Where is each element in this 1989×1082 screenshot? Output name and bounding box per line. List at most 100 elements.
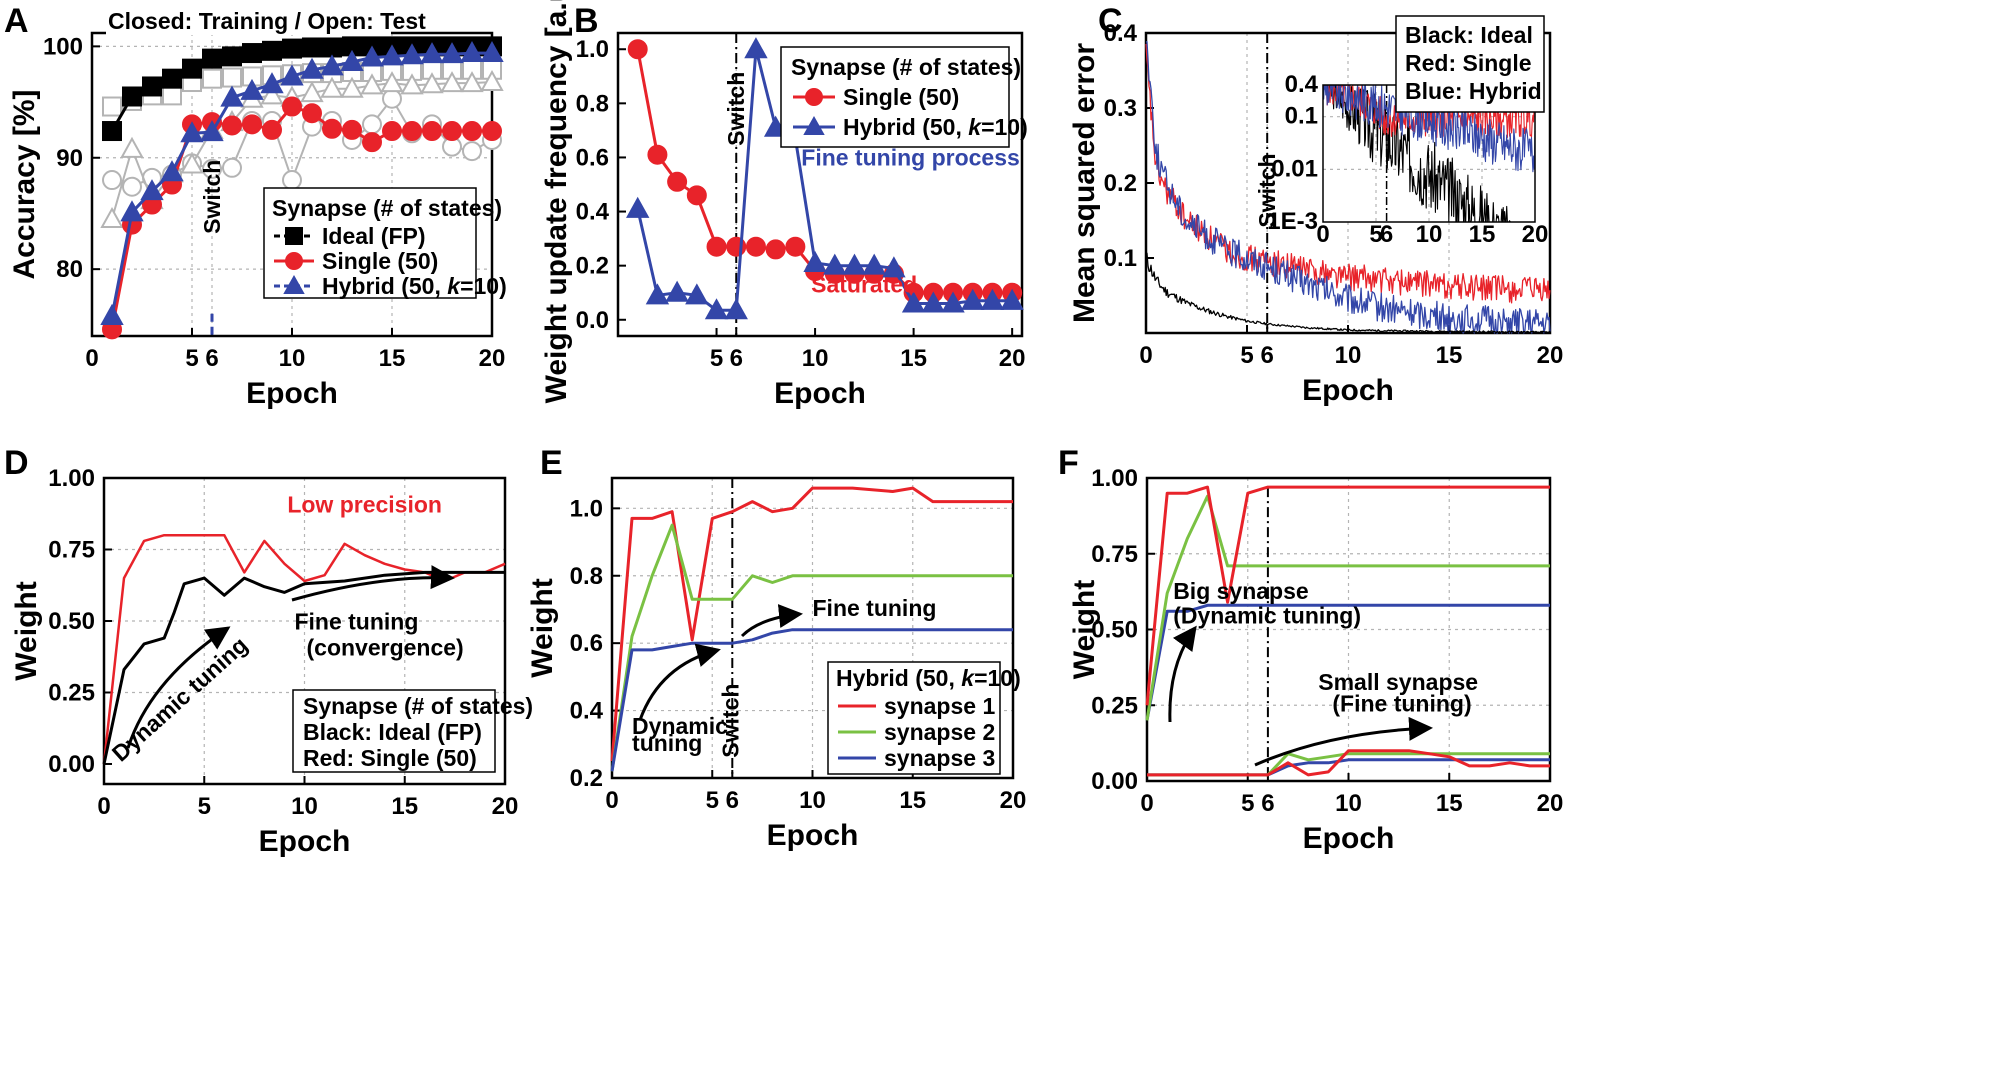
x-tick-label: 10 — [291, 793, 318, 820]
test-series-2-point — [480, 69, 504, 92]
inset-x-tick-label: 5 — [1369, 221, 1382, 248]
y-tick-label: 1.00 — [48, 465, 95, 492]
y-tick-label: 1.0 — [576, 36, 609, 63]
hybrid-series-point — [921, 291, 946, 313]
inset-x-tick-label: 6 — [1380, 221, 1393, 248]
test-series-2-point — [420, 72, 444, 94]
test-series-1-point — [282, 170, 302, 191]
arrow-dynamic-tuning — [1168, 625, 1197, 723]
mse-series-2 — [1146, 41, 1551, 334]
legend-box — [827, 661, 1001, 775]
train-series-0-point — [202, 48, 222, 69]
legend-label: Single (50) — [322, 248, 438, 274]
arrow-dynamic-tuning — [638, 643, 721, 721]
train-series-2-point — [360, 45, 384, 67]
panel-F: 0 5 6 10 15 20 0.00 0.25 0.50 0.75 1.00 Epoch Weight… — [1058, 444, 1563, 855]
test-series-2-point — [400, 73, 424, 95]
y-tick-label: 100 — [43, 33, 83, 60]
annotation-convergence: (convergence) — [307, 634, 464, 660]
train-series-1-point — [242, 114, 262, 135]
y-tick-label: 0.4 — [570, 698, 604, 725]
panel-letter: C — [1098, 2, 1123, 40]
y-tick-label: 0.2 — [1104, 170, 1137, 197]
single-series-point — [647, 144, 668, 165]
weight-series-4 — [1147, 752, 1550, 777]
test-series-0-point — [222, 67, 242, 88]
weight-series-1 — [1145, 494, 1550, 721]
train-series-1-point — [342, 119, 362, 140]
train-series-1-point — [462, 121, 482, 142]
train-series-2-point — [160, 160, 184, 182]
test-series-2-point — [460, 71, 484, 93]
y-tick-label: 0.2 — [576, 253, 609, 280]
train-series-2-point — [340, 49, 364, 71]
arrow-fine-tuning — [1254, 716, 1433, 767]
y-tick-label: 0.00 — [48, 751, 95, 778]
legend-box — [1395, 15, 1545, 113]
inset-y-tick-label: 0.01 — [1271, 155, 1318, 182]
x-tick-label: 5 — [185, 345, 198, 372]
x-axis-label: Epoch — [1302, 374, 1394, 407]
train-series-2-point — [180, 121, 204, 143]
train-series-0-point — [282, 38, 302, 59]
weight-series-0 — [1145, 485, 1550, 706]
test-series-2-point — [320, 76, 344, 98]
panel-letter: B — [574, 2, 599, 40]
x-axis-label: Epoch — [774, 377, 866, 410]
test-series-1-point — [122, 176, 142, 197]
legend-label: synapse 1 — [884, 693, 995, 719]
arrow-fine-tuning — [740, 604, 803, 638]
x-tick-label: 5 — [1240, 342, 1253, 369]
hybrid-series-point — [862, 253, 886, 275]
single-series-point — [686, 185, 707, 206]
y-axis-label: Weight update frequency [a.u.] — [540, 0, 573, 403]
x-axis-label: Epoch — [1303, 822, 1395, 855]
x-tick-label: 5 — [706, 787, 719, 814]
x-tick-label: 10 — [279, 345, 306, 372]
legend-marker — [805, 88, 823, 106]
inset-x-tick-label: 20 — [1522, 221, 1549, 248]
train-series-2-point — [140, 179, 164, 201]
x-tick-label: 20 — [479, 345, 506, 372]
hybrid-series-point — [626, 196, 650, 218]
legend-k: k — [961, 665, 975, 691]
train-series-2-point — [260, 72, 284, 94]
x-tick-label: 15 — [1436, 342, 1463, 369]
annotation-fine-tuning: Fine tuning — [813, 595, 937, 621]
hybrid-series-point — [823, 253, 847, 275]
y-tick-label: 0.50 — [48, 608, 95, 635]
panel-letter: E — [540, 444, 563, 482]
train-series-0-point — [262, 40, 282, 61]
y-tick-label: 0.8 — [570, 563, 603, 590]
hybrid-series-point — [665, 280, 689, 302]
x-tick-label: 15 — [1436, 790, 1463, 817]
x-tick-label: 0 — [97, 793, 110, 820]
y-axis-label: Weight — [1068, 580, 1101, 679]
y-tick-label: 0.6 — [570, 630, 603, 657]
test-series-2-point — [440, 71, 464, 93]
y-tick-label: 1.0 — [570, 495, 603, 522]
inset-x-tick-label: 10 — [1416, 221, 1443, 248]
inset-x-tick-label: 15 — [1469, 221, 1496, 248]
train-series-1-point — [482, 121, 502, 142]
y-tick-label: 0.25 — [48, 679, 95, 706]
y-axis-label: Weight — [10, 581, 43, 680]
train-series-0-point — [182, 58, 202, 79]
legend-label: synapse 3 — [884, 745, 995, 771]
train-series-2-point — [220, 85, 244, 107]
panel-B: 5 6 10 15 20 0.0 0.2 0.4 0.6 0.8 1.0 Epoch Weight up… — [540, 0, 1028, 410]
test-series-1-point — [222, 157, 242, 178]
train-series-1-point — [262, 119, 282, 140]
inset-x-tick-label: 0 — [1316, 221, 1329, 248]
hybrid-series-point — [645, 283, 670, 305]
test-series-1-point — [362, 114, 382, 135]
legend-label: Black: Ideal — [1405, 22, 1533, 48]
x-tick-label: 10 — [799, 787, 826, 814]
train-series-0-point — [242, 43, 262, 64]
x-axis-label: Epoch — [246, 377, 338, 410]
synapse-2-line — [610, 523, 1013, 772]
hybrid-series-point — [842, 253, 867, 275]
train-series-0-point — [322, 37, 342, 58]
y-axis-label: Mean squared error — [1068, 43, 1101, 323]
